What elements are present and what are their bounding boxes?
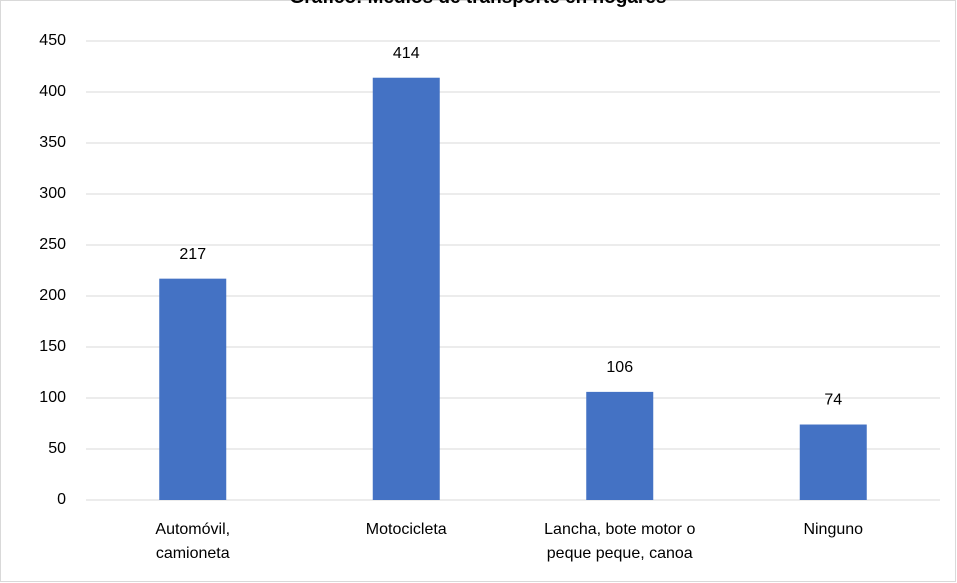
bar (799, 424, 867, 500)
chart-title: Gráfico: Medios de transporte en hogares (290, 0, 667, 8)
data-label: 74 (824, 392, 842, 409)
y-tick-label: 100 (39, 389, 66, 406)
y-tick-label: 400 (39, 83, 66, 100)
y-tick-label: 250 (39, 236, 66, 253)
data-label: 414 (393, 45, 420, 62)
y-tick-label: 150 (39, 338, 66, 355)
x-tick-label: Lancha, bote motor o peque peque, canoa (544, 521, 696, 562)
y-tick-label: 0 (57, 491, 66, 508)
x-tick-label: Motocicleta (365, 521, 447, 538)
y-tick-label: 450 (39, 32, 66, 49)
bar (586, 391, 654, 500)
y-tick-label: 350 (39, 134, 66, 151)
bar (159, 278, 227, 500)
bar (372, 77, 440, 500)
data-label: 217 (179, 246, 206, 263)
y-tick-label: 200 (39, 287, 66, 304)
x-tick-label: Automóvil, camioneta (155, 521, 231, 562)
y-tick-label: 300 (39, 185, 66, 202)
x-tick-label: Ninguno (803, 521, 864, 538)
data-label: 106 (606, 359, 633, 376)
y-tick-label: 50 (48, 440, 66, 457)
